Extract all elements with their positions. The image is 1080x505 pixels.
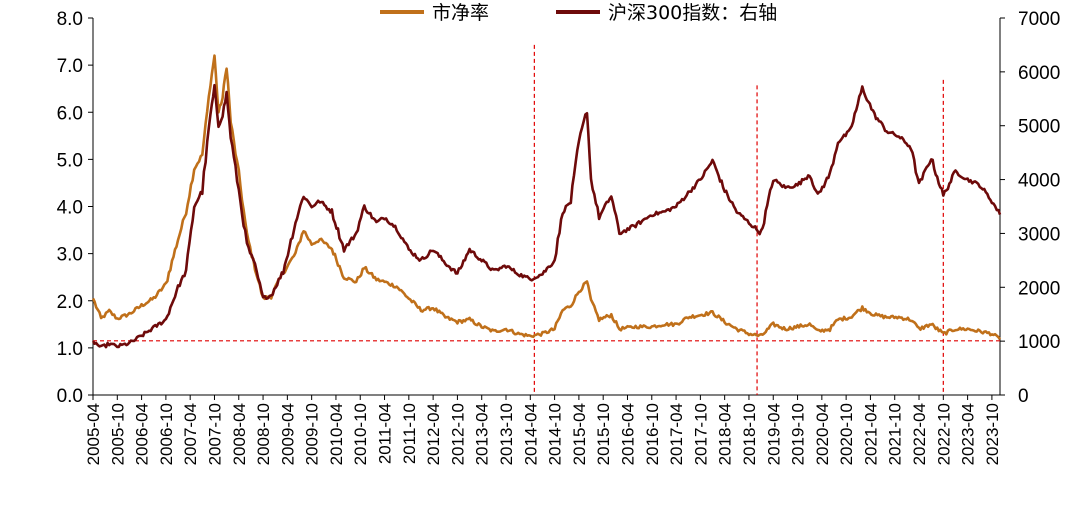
y-right-tick-label: 7000 (1018, 9, 1060, 30)
series-line-csi300 (91, 83, 1002, 349)
x-tick-label: 2019-10 (789, 403, 808, 465)
reference-lines (93, 44, 1000, 395)
x-tick-label: 2010-04 (327, 403, 346, 465)
x-tick-label: 2008-10 (254, 403, 273, 465)
x-tick-label: 2011-10 (400, 403, 419, 464)
x-tick-label: 2016-10 (643, 403, 662, 465)
x-tick-label: 2017-10 (691, 403, 710, 465)
x-tick-label: 2023-04 (959, 403, 978, 465)
axes: 0.0 1.0 2.0 3.0 4.0 5.0 6.0 7.0 8.0 0 1000 2000 3000… (57, 9, 1061, 465)
legend: 市净率 沪深300指数：右轴 (380, 2, 777, 24)
x-tick-label: 2018-10 (740, 403, 759, 465)
x-tick-label: 2021-04 (861, 403, 880, 465)
y-right-tick-label: 1000 (1018, 332, 1060, 353)
y-left-tick-label: 8.0 (57, 9, 83, 30)
x-tick-label: 2023-10 (983, 403, 1002, 465)
x-tick-label: 2019-04 (764, 403, 783, 465)
y-left-tick-label: 4.0 (57, 198, 83, 219)
y-right-tick-label: 3000 (1018, 224, 1060, 245)
x-tick-label: 2008-04 (230, 403, 249, 465)
x-tick-label: 2006-10 (157, 403, 176, 465)
x-tick-label: 2016-04 (618, 403, 637, 465)
x-tick-label: 2022-04 (910, 403, 929, 465)
x-tick-label: 2007-04 (181, 403, 200, 465)
x-tick-label: 2013-04 (473, 403, 492, 465)
series-group (91, 54, 1002, 349)
x-tick-label: 2005-04 (84, 403, 103, 465)
series-line-pb (91, 54, 1002, 341)
x-tick-label: 2005-10 (108, 403, 127, 465)
x-tick-label: 2014-10 (546, 403, 565, 465)
y-left-tick-label: 7.0 (57, 56, 83, 77)
x-tick-label: 2021-10 (886, 403, 905, 465)
x-tick-label: 2011-04 (376, 403, 395, 464)
x-tick-label: 2015-04 (570, 403, 589, 465)
x-tick-label: 2017-04 (667, 403, 686, 465)
x-tick-label: 2020-10 (837, 403, 856, 465)
y-left-tick-label: 2.0 (57, 292, 83, 313)
x-tick-label: 2006-04 (133, 403, 152, 465)
x-tick-label: 2014-04 (521, 403, 540, 465)
y-right-tick-label: 2000 (1018, 278, 1060, 299)
x-tick-label: 2012-10 (448, 403, 467, 465)
y-right-tick-label: 4000 (1018, 171, 1060, 192)
x-tick-label: 2007-10 (205, 403, 224, 465)
y-right-tick-label: 0 (1018, 386, 1029, 407)
x-tick-label: 2020-04 (813, 403, 832, 465)
y-right-tick-label: 6000 (1018, 63, 1060, 84)
legend-label-pb: 市净率 (432, 2, 489, 24)
x-tick-label: 2018-04 (716, 403, 735, 465)
y-left-tick-label: 3.0 (57, 245, 83, 266)
y-left-tick-label: 6.0 (57, 103, 83, 124)
x-tick-label: 2009-10 (303, 403, 322, 465)
legend-label-csi300: 沪深300指数：右轴 (608, 2, 777, 24)
y-left-tick-label: 1.0 (57, 339, 83, 360)
y-left-tick-label: 5.0 (57, 150, 83, 171)
x-tick-label: 2013-10 (497, 403, 516, 465)
y-left-tick-label: 0.0 (57, 386, 83, 407)
x-tick-label: 2015-10 (594, 403, 613, 465)
y-right-tick-label: 5000 (1018, 117, 1060, 138)
x-tick-label: 2022-10 (934, 403, 953, 465)
x-tick-label: 2010-10 (351, 403, 370, 465)
x-tick-label: 2009-04 (278, 403, 297, 465)
x-tick-label: 2012-04 (424, 403, 443, 465)
